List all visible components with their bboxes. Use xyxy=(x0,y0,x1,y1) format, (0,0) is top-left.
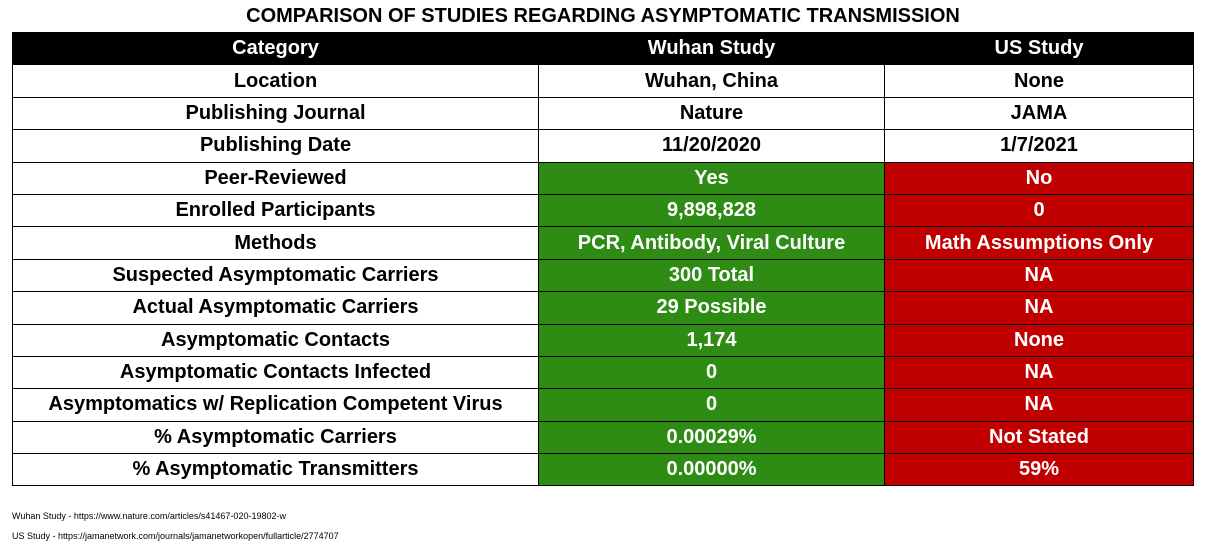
page-title: COMPARISON OF STUDIES REGARDING ASYMPTOM… xyxy=(246,5,960,27)
row-category: Asymptomatics w/ Replication Competent V… xyxy=(12,388,539,422)
table-row: Methods PCR, Antibody, Viral Culture Math … xyxy=(12,226,1194,260)
comparison-table: Category Wuhan Study US Study Location Wu… xyxy=(12,31,1194,487)
source-wuhan: Wuhan Study - https://www.nature.com/art… xyxy=(12,511,286,521)
row-category: Asymptomatic Contacts Infected xyxy=(12,355,539,390)
source-us: US Study - https://jamanetwork.com/journ… xyxy=(12,531,339,541)
header-row: Category Wuhan Study US Study xyxy=(12,31,1194,66)
row-us-value: Not Stated xyxy=(884,420,1194,455)
row-wuhan-value: 0.00029% xyxy=(538,420,885,455)
row-wuhan-value: Nature xyxy=(538,96,885,131)
row-us-value: No xyxy=(884,161,1194,195)
row-category: Asymptomatic Contacts xyxy=(12,323,539,357)
row-us-value: 1/7/2021 xyxy=(884,129,1194,163)
table-row: Enrolled Participants 9,898,828 0 xyxy=(12,193,1194,228)
row-us-value: NA xyxy=(884,355,1194,390)
table-row: Asymptomatic Contacts 1,174 None xyxy=(12,323,1194,357)
row-category: Peer-Reviewed xyxy=(12,161,539,195)
table-body: Location Wuhan, China None Publishing Journ… xyxy=(12,64,1194,487)
row-category: Publishing Date xyxy=(12,129,539,163)
row-wuhan-value: 9,898,828 xyxy=(538,193,885,228)
row-us-value: NA xyxy=(884,388,1194,422)
table-row: Location Wuhan, China None xyxy=(12,64,1194,98)
row-us-value: None xyxy=(884,323,1194,357)
header-wuhan-study: Wuhan Study xyxy=(538,31,885,66)
table-row: Publishing Journal Nature JAMA xyxy=(12,96,1194,131)
row-us-value: NA xyxy=(884,258,1194,293)
header-category: Category xyxy=(12,31,539,66)
row-us-value: 0 xyxy=(884,193,1194,228)
row-wuhan-value: 300 Total xyxy=(538,258,885,293)
row-us-value: NA xyxy=(884,291,1194,325)
table-row: Asymptomatic Contacts Infected 0 NA xyxy=(12,355,1194,390)
row-category: Suspected Asymptomatic Carriers xyxy=(12,258,539,293)
table-row: Publishing Date 11/20/2020 1/7/2021 xyxy=(12,129,1194,163)
row-wuhan-value: 0 xyxy=(538,388,885,422)
row-category: Publishing Journal xyxy=(12,96,539,131)
row-category: Methods xyxy=(12,226,539,260)
row-wuhan-value: 1,174 xyxy=(538,323,885,357)
row-category: Actual Asymptomatic Carriers xyxy=(12,291,539,325)
table-row: % Asymptomatic Carriers 0.00029% Not State… xyxy=(12,420,1194,455)
table-row: Asymptomatics w/ Replication Competent V… xyxy=(12,388,1194,422)
row-us-value: None xyxy=(884,64,1194,98)
table-row: Actual Asymptomatic Carriers 29 Possible N… xyxy=(12,291,1194,325)
row-category: Enrolled Participants xyxy=(12,193,539,228)
row-us-value: JAMA xyxy=(884,96,1194,131)
row-wuhan-value: 29 Possible xyxy=(538,291,885,325)
row-us-value: Math Assumptions Only xyxy=(884,226,1194,260)
table-row: Suspected Asymptomatic Carriers 300 Total… xyxy=(12,258,1194,293)
row-us-value: 59% xyxy=(884,453,1194,487)
row-category: % Asymptomatic Transmitters xyxy=(12,453,539,487)
table-header: Category Wuhan Study US Study xyxy=(12,31,1194,66)
row-wuhan-value: 11/20/2020 xyxy=(538,129,885,163)
table-row: Peer-Reviewed Yes No xyxy=(12,161,1194,195)
header-us-study: US Study xyxy=(884,31,1194,66)
row-wuhan-value: Yes xyxy=(538,161,885,195)
row-wuhan-value: 0 xyxy=(538,355,885,390)
table-row: % Asymptomatic Transmitters 0.00000% 59% xyxy=(12,453,1194,487)
row-category: % Asymptomatic Carriers xyxy=(12,420,539,455)
row-wuhan-value: Wuhan, China xyxy=(538,64,885,98)
row-category: Location xyxy=(12,64,539,98)
row-wuhan-value: 0.00000% xyxy=(538,453,885,487)
row-wuhan-value: PCR, Antibody, Viral Culture xyxy=(538,226,885,260)
